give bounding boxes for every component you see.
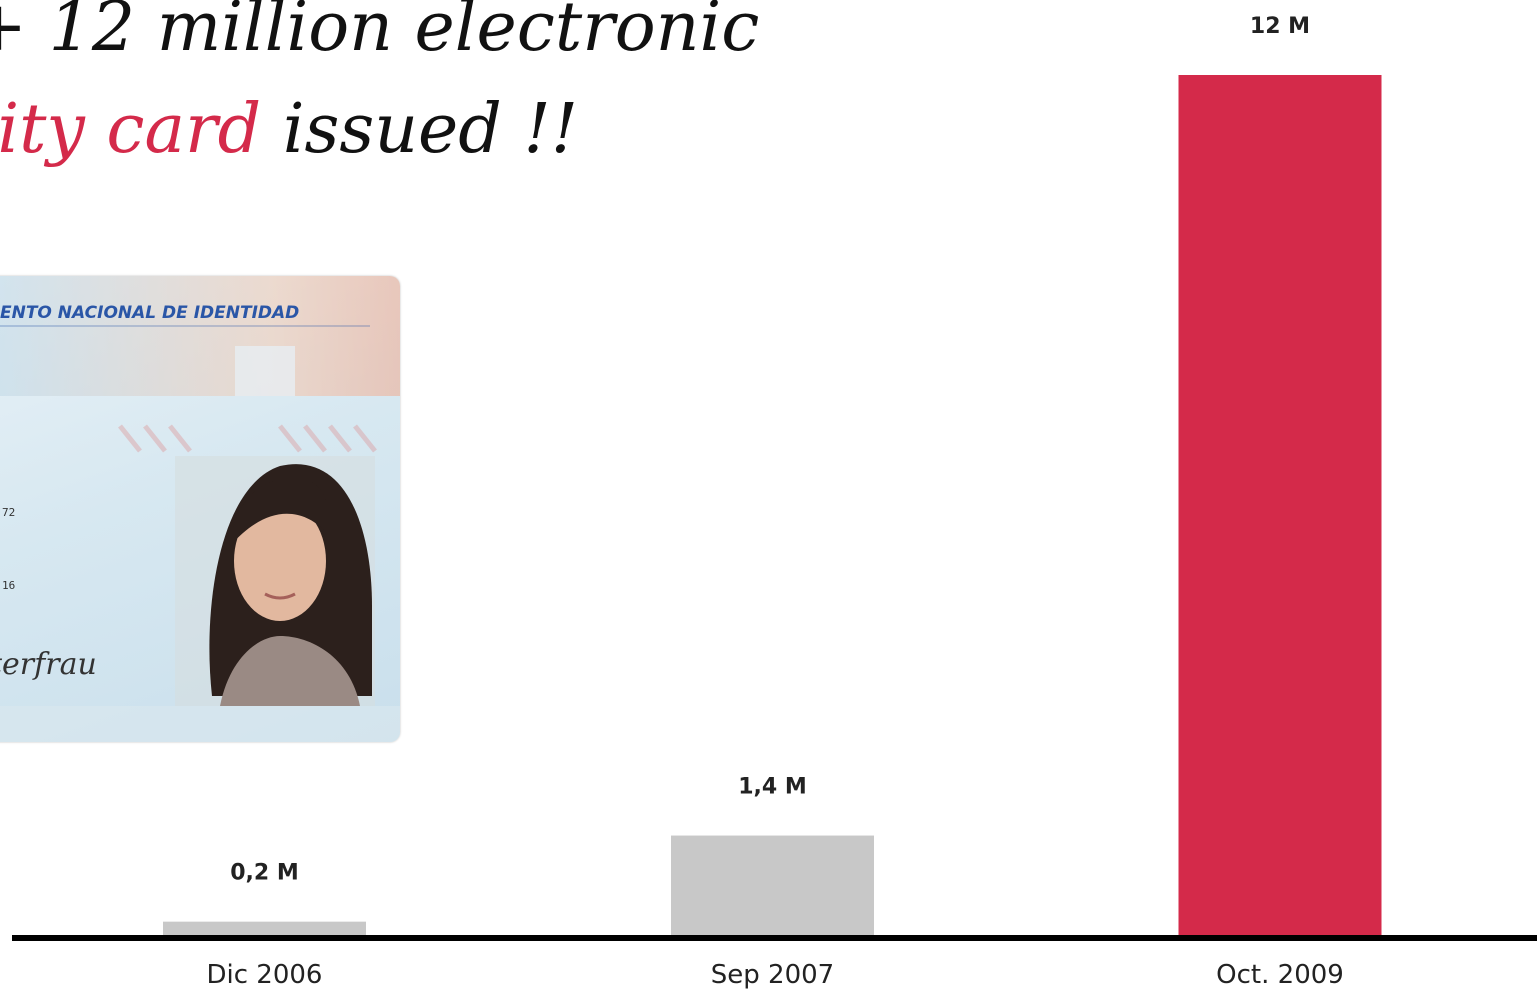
- id-card-illustration: ENTO NACIONAL DE IDENTIDAD 72 16 terfrau: [0, 276, 400, 742]
- card-field-1: 72: [2, 506, 15, 519]
- card-flag-mark: [235, 346, 295, 396]
- card-field-2: 16: [2, 579, 15, 592]
- headline-line-1: + 12 million electronic: [0, 0, 759, 67]
- category-label-1: Sep 2007: [711, 960, 834, 989]
- value-label-0: 0,2 M: [230, 861, 299, 886]
- category-label-2: Oct. 2009: [1216, 960, 1344, 989]
- id-card-image: ENTO NACIONAL DE IDENTIDAD 72 16 terfrau: [0, 276, 400, 742]
- headline-accent-text: tity card: [0, 90, 262, 169]
- headline-line-2: tity card issued !!: [0, 90, 578, 169]
- card-header-text: ENTO NACIONAL DE IDENTIDAD: [0, 303, 299, 323]
- card-signature: terfrau: [0, 647, 97, 682]
- bar-2: [1178, 75, 1382, 936]
- category-label-0: Dic 2006: [207, 960, 323, 989]
- headline-text-1: + 12 million electronic: [0, 0, 760, 67]
- headline-text-2: issued !!: [261, 90, 579, 169]
- bars-group: [163, 75, 1382, 936]
- labels-group: 0,2 M Dic 2006 1,4 M Sep 2007 12 M Oct. 2009: [207, 14, 1344, 989]
- value-label-2: 12 M: [1250, 14, 1310, 39]
- value-label-1: 1,4 M: [738, 775, 807, 800]
- bar-1: [671, 835, 874, 936]
- card-top-band: [0, 276, 400, 396]
- card-pattern-stripes: [118, 424, 377, 453]
- bar-0: [163, 921, 366, 936]
- card-portrait: [175, 456, 375, 706]
